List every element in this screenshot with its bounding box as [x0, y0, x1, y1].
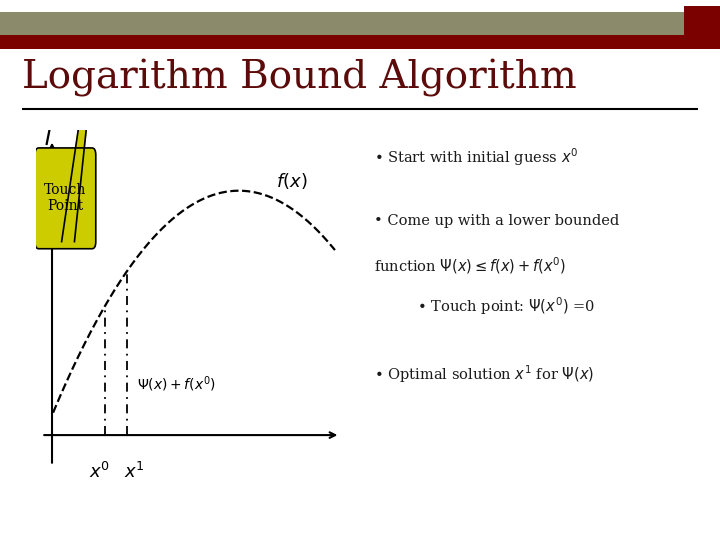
Text: • Optimal solution $x^1$ for $\Psi(x)$: • Optimal solution $x^1$ for $\Psi(x)$	[374, 364, 594, 386]
Text: Touch
Point: Touch Point	[44, 183, 86, 213]
Text: function $\Psi(x) \leq f(x) + f(x^0)$: function $\Psi(x) \leq f(x) + f(x^0)$	[374, 255, 566, 275]
Text: $f(x)$: $f(x)$	[276, 172, 307, 192]
FancyBboxPatch shape	[684, 6, 720, 49]
Text: $x^0$: $x^0$	[89, 462, 111, 482]
Text: • Touch point: $\Psi(x^0)$ =0: • Touch point: $\Psi(x^0)$ =0	[395, 296, 595, 318]
Text: • Come up with a lower bounded: • Come up with a lower bounded	[374, 214, 619, 228]
Text: Logarithm Bound Algorithm: Logarithm Bound Algorithm	[22, 59, 576, 97]
FancyBboxPatch shape	[35, 148, 96, 249]
Polygon shape	[62, 0, 105, 241]
Text: $x^1$: $x^1$	[125, 462, 145, 482]
Text: $\Psi(x) + f(x^0)$: $\Psi(x) + f(x^0)$	[138, 374, 216, 394]
Text: • Start with initial guess $x^0$: • Start with initial guess $x^0$	[374, 146, 578, 168]
FancyBboxPatch shape	[0, 12, 720, 35]
FancyBboxPatch shape	[0, 35, 720, 49]
